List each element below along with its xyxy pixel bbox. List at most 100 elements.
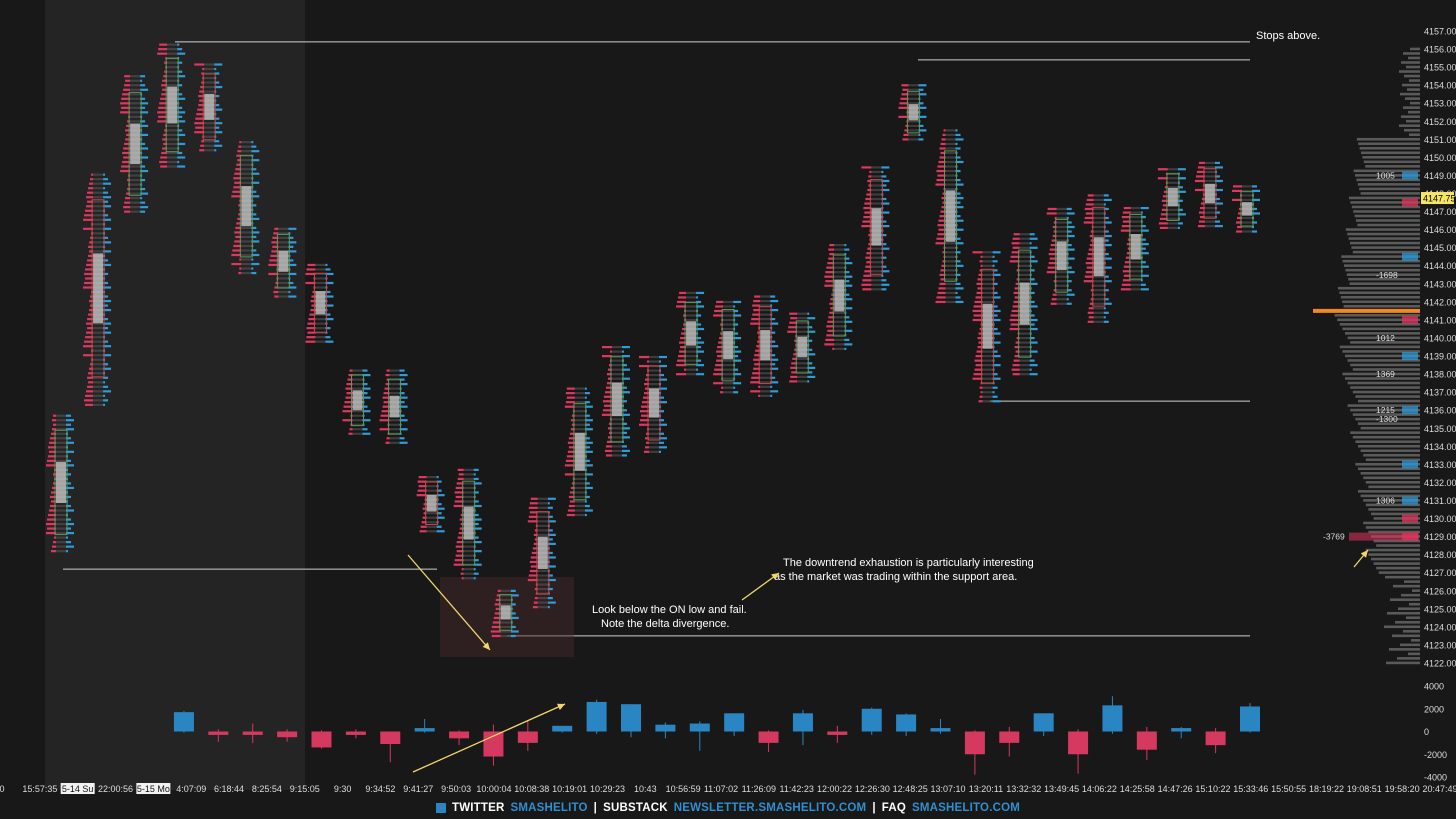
ask-volume-cell: [1252, 207, 1257, 211]
footprint-cell: [500, 630, 511, 633]
volume-profile-bar: [1355, 462, 1420, 466]
bid-volume-cell: [234, 240, 242, 243]
footprint-cell: [834, 338, 845, 341]
faq-url-link[interactable]: SMASHELITO.COM: [912, 802, 1021, 814]
volume-profile-bar: [1352, 413, 1420, 416]
ask-volume-cell: [621, 391, 630, 394]
twitter-handle-link[interactable]: SMASHELITO: [510, 802, 588, 814]
bid-volume-cell: [824, 275, 835, 278]
ask-volume-cell: [992, 269, 998, 272]
ask-volume-cell: [733, 391, 739, 394]
bid-volume-cell: [530, 497, 538, 500]
footprint-cell: [908, 120, 919, 123]
ask-volume-cell: [881, 288, 887, 291]
footprint-candle: [861, 166, 890, 291]
bid-volume-cell: [1013, 291, 1020, 295]
ask-volume-cell: [1252, 189, 1260, 193]
ask-volume-cell: [1066, 302, 1072, 305]
footprint-cell: [797, 326, 808, 329]
footprint-cell: [389, 437, 400, 440]
footprint-cell: [871, 179, 882, 183]
bid-volume-cell: [307, 322, 316, 325]
bid-volume-cell: [751, 318, 761, 321]
ask-volume-cell: [844, 347, 847, 351]
bid-volume-cell: [455, 486, 464, 490]
bid-volume-cell: [159, 160, 168, 164]
bid-volume-cell: [490, 630, 501, 633]
bid-volume-cell: [236, 154, 242, 157]
ask-volume-cell: [1066, 289, 1072, 292]
bid-volume-cell: [750, 390, 761, 393]
bid-volume-cell: [85, 403, 94, 406]
bid-volume-cell: [124, 210, 131, 213]
candle-body-outline: [239, 154, 253, 258]
footprint-cell: [1093, 284, 1104, 287]
volume-profile-bar: [1361, 151, 1420, 155]
ask-volume-cell: [955, 129, 958, 132]
candle-body-outline: [1055, 218, 1069, 293]
volume-profile-bar: [1386, 661, 1420, 665]
footprint-cell: [982, 350, 993, 353]
footprint-cell: [1204, 202, 1215, 205]
ask-volume-cell: [510, 616, 519, 620]
bid-volume-cell: [532, 606, 538, 609]
ask-volume-cell: [881, 202, 890, 205]
bid-volume-cell: [1089, 234, 1094, 238]
footprint-cell: [315, 327, 326, 330]
bid-volume-cell: [639, 355, 649, 359]
volume-profile-bar: [1352, 435, 1420, 439]
ask-volume-cell: [547, 497, 556, 500]
bid-volume-cell: [202, 67, 205, 71]
substack-url-link[interactable]: NEWSLETTER.SMASHELITO.COM: [673, 802, 867, 814]
ask-volume-cell: [66, 531, 74, 535]
bid-volume-cell: [676, 305, 687, 308]
ask-volume-cell: [177, 120, 186, 123]
footprint-cell: [797, 317, 808, 320]
bid-volume-cell: [829, 302, 835, 305]
ask-volume-cell: [770, 345, 779, 348]
delta-bar: [345, 731, 366, 735]
ask-volume-cell: [325, 263, 328, 267]
ask-volume-cell: [955, 183, 964, 186]
ask-volume-cell: [1140, 252, 1149, 255]
price-tick-label: 4125.00: [1424, 604, 1456, 614]
ask-volume-cell: [992, 296, 1001, 299]
footprint-cell: [1056, 289, 1067, 292]
bid-volume-cell: [52, 545, 56, 548]
volume-profile-bar: [1346, 273, 1420, 276]
bid-volume-cell: [161, 84, 168, 87]
bid-volume-cell: [160, 165, 168, 168]
ask-volume-cell: [510, 625, 516, 629]
footprint-cell: [1019, 346, 1030, 349]
volume-profile-bar: [1354, 214, 1420, 218]
bid-volume-cell: [972, 309, 983, 313]
bid-volume-cell: [161, 93, 168, 96]
ask-volume-cell: [251, 181, 260, 184]
bid-volume-cell: [604, 449, 612, 453]
footprint-cell: [130, 97, 141, 100]
ask-volume-cell: [807, 312, 810, 315]
bid-volume-cell: [1015, 350, 1020, 353]
footprint-cell: [982, 386, 993, 389]
bid-volume-cell: [422, 516, 427, 519]
time-tick-label: 19:58:20: [1385, 784, 1420, 794]
ask-volume-cell: [399, 378, 405, 381]
bid-volume-cell: [1159, 217, 1168, 220]
ask-volume-cell: [66, 482, 71, 485]
footprint-candle: [713, 300, 742, 394]
bid-volume-cell: [1012, 305, 1020, 308]
ask-volume-cell: [1140, 229, 1149, 232]
ask-volume-cell: [1103, 307, 1106, 310]
ask-volume-cell: [992, 260, 998, 263]
footprint-cell: [1019, 332, 1030, 335]
bid-volume-cell: [1010, 255, 1020, 258]
volume-profile-bar: [1350, 408, 1420, 412]
bid-volume-cell: [234, 181, 242, 184]
time-tick-label: 22:00:56: [98, 784, 133, 794]
footprint-cell: [945, 255, 956, 258]
ask-volume-cell: [1103, 221, 1112, 224]
bid-volume-cell: [566, 396, 575, 399]
ask-volume-cell: [140, 178, 146, 182]
footprint-cell: [93, 331, 104, 334]
footprint-cell: [426, 512, 437, 515]
